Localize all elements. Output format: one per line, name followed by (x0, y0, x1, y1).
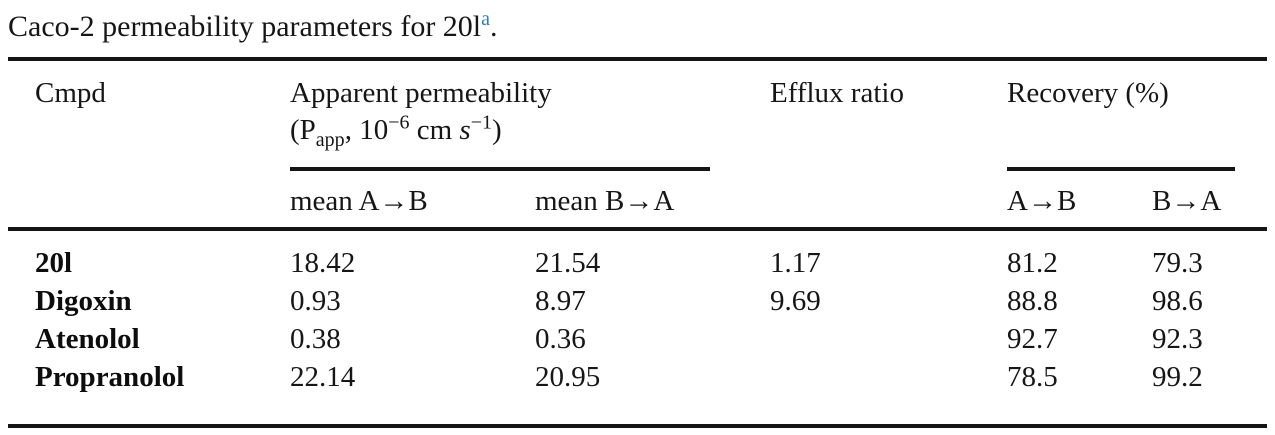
cell-mean-a-to-b: 22.14 (290, 361, 356, 393)
cell-compound: 20l (35, 247, 73, 279)
recovery-underline (1007, 167, 1235, 171)
cell-recovery-b-to-a: 92.3 (1152, 323, 1203, 355)
cell-mean-a-to-b: 0.93 (290, 285, 341, 317)
footnote-marker-link[interactable]: a (481, 8, 491, 30)
col-header-apparent-permeability: Apparent permeability (Papp, 10−6 cm s−1… (290, 61, 770, 167)
cell-mean-b-to-a: 0.36 (535, 323, 586, 355)
cell-compound: Atenolol (35, 323, 140, 355)
sub-header-mean-a-to-b: mean A→B (290, 185, 428, 217)
cell-mean-a-to-b: 18.42 (290, 247, 356, 279)
sub-header-recovery-b-to-a: B→A (1152, 185, 1222, 217)
table-body: 20l 18.42 21.54 1.17 81.2 79.3 Digoxin 0… (35, 231, 1267, 396)
sub-header-recovery-a-to-b: A→B (1007, 185, 1077, 217)
cell-recovery-a-to-b: 88.8 (1007, 285, 1058, 317)
col-header-recovery: Recovery (%) (1007, 77, 1169, 109)
col-header-efflux-ratio: Efflux ratio (770, 77, 904, 109)
cell-mean-b-to-a: 21.54 (535, 247, 601, 279)
papp-units: (Papp, 10−6 cm s−1) (290, 111, 502, 151)
cell-compound: Digoxin (35, 285, 132, 317)
cell-compound: Propranolol (35, 361, 185, 393)
caption-period: . (490, 10, 498, 43)
cell-efflux-ratio (770, 320, 1007, 358)
header-body-divider (8, 227, 1267, 231)
cell-recovery-a-to-b: 81.2 (1007, 247, 1058, 279)
col-header-cmpd: Cmpd (35, 77, 106, 109)
cell-mean-b-to-a: 8.97 (535, 285, 586, 317)
bottom-rule (8, 424, 1267, 428)
table-header: Cmpd Apparent permeability (Papp, 10−6 c… (35, 61, 1267, 227)
cell-recovery-b-to-a: 98.6 (1152, 285, 1203, 317)
sub-header-mean-b-to-a: mean B→A (535, 185, 675, 217)
cell-efflux-ratio: 9.69 (770, 285, 821, 317)
caption-text: Caco-2 permeability parameters for 20l (8, 10, 482, 43)
cell-efflux-ratio: 1.17 (770, 247, 821, 279)
cell-recovery-a-to-b: 92.7 (1007, 323, 1058, 355)
table-caption: Caco-2 permeability parameters for 20la. (8, 6, 1267, 48)
top-rule (8, 57, 1267, 61)
apparent-permeability-underline (290, 167, 710, 171)
apparent-permeability-label: Apparent permeability (290, 77, 552, 109)
cell-mean-b-to-a: 20.95 (535, 361, 601, 393)
cell-efflux-ratio (770, 358, 1007, 396)
cell-mean-a-to-b: 0.38 (290, 323, 341, 355)
cell-recovery-b-to-a: 79.3 (1152, 247, 1203, 279)
cell-recovery-a-to-b: 78.5 (1007, 361, 1058, 393)
cell-recovery-b-to-a: 99.2 (1152, 361, 1203, 393)
